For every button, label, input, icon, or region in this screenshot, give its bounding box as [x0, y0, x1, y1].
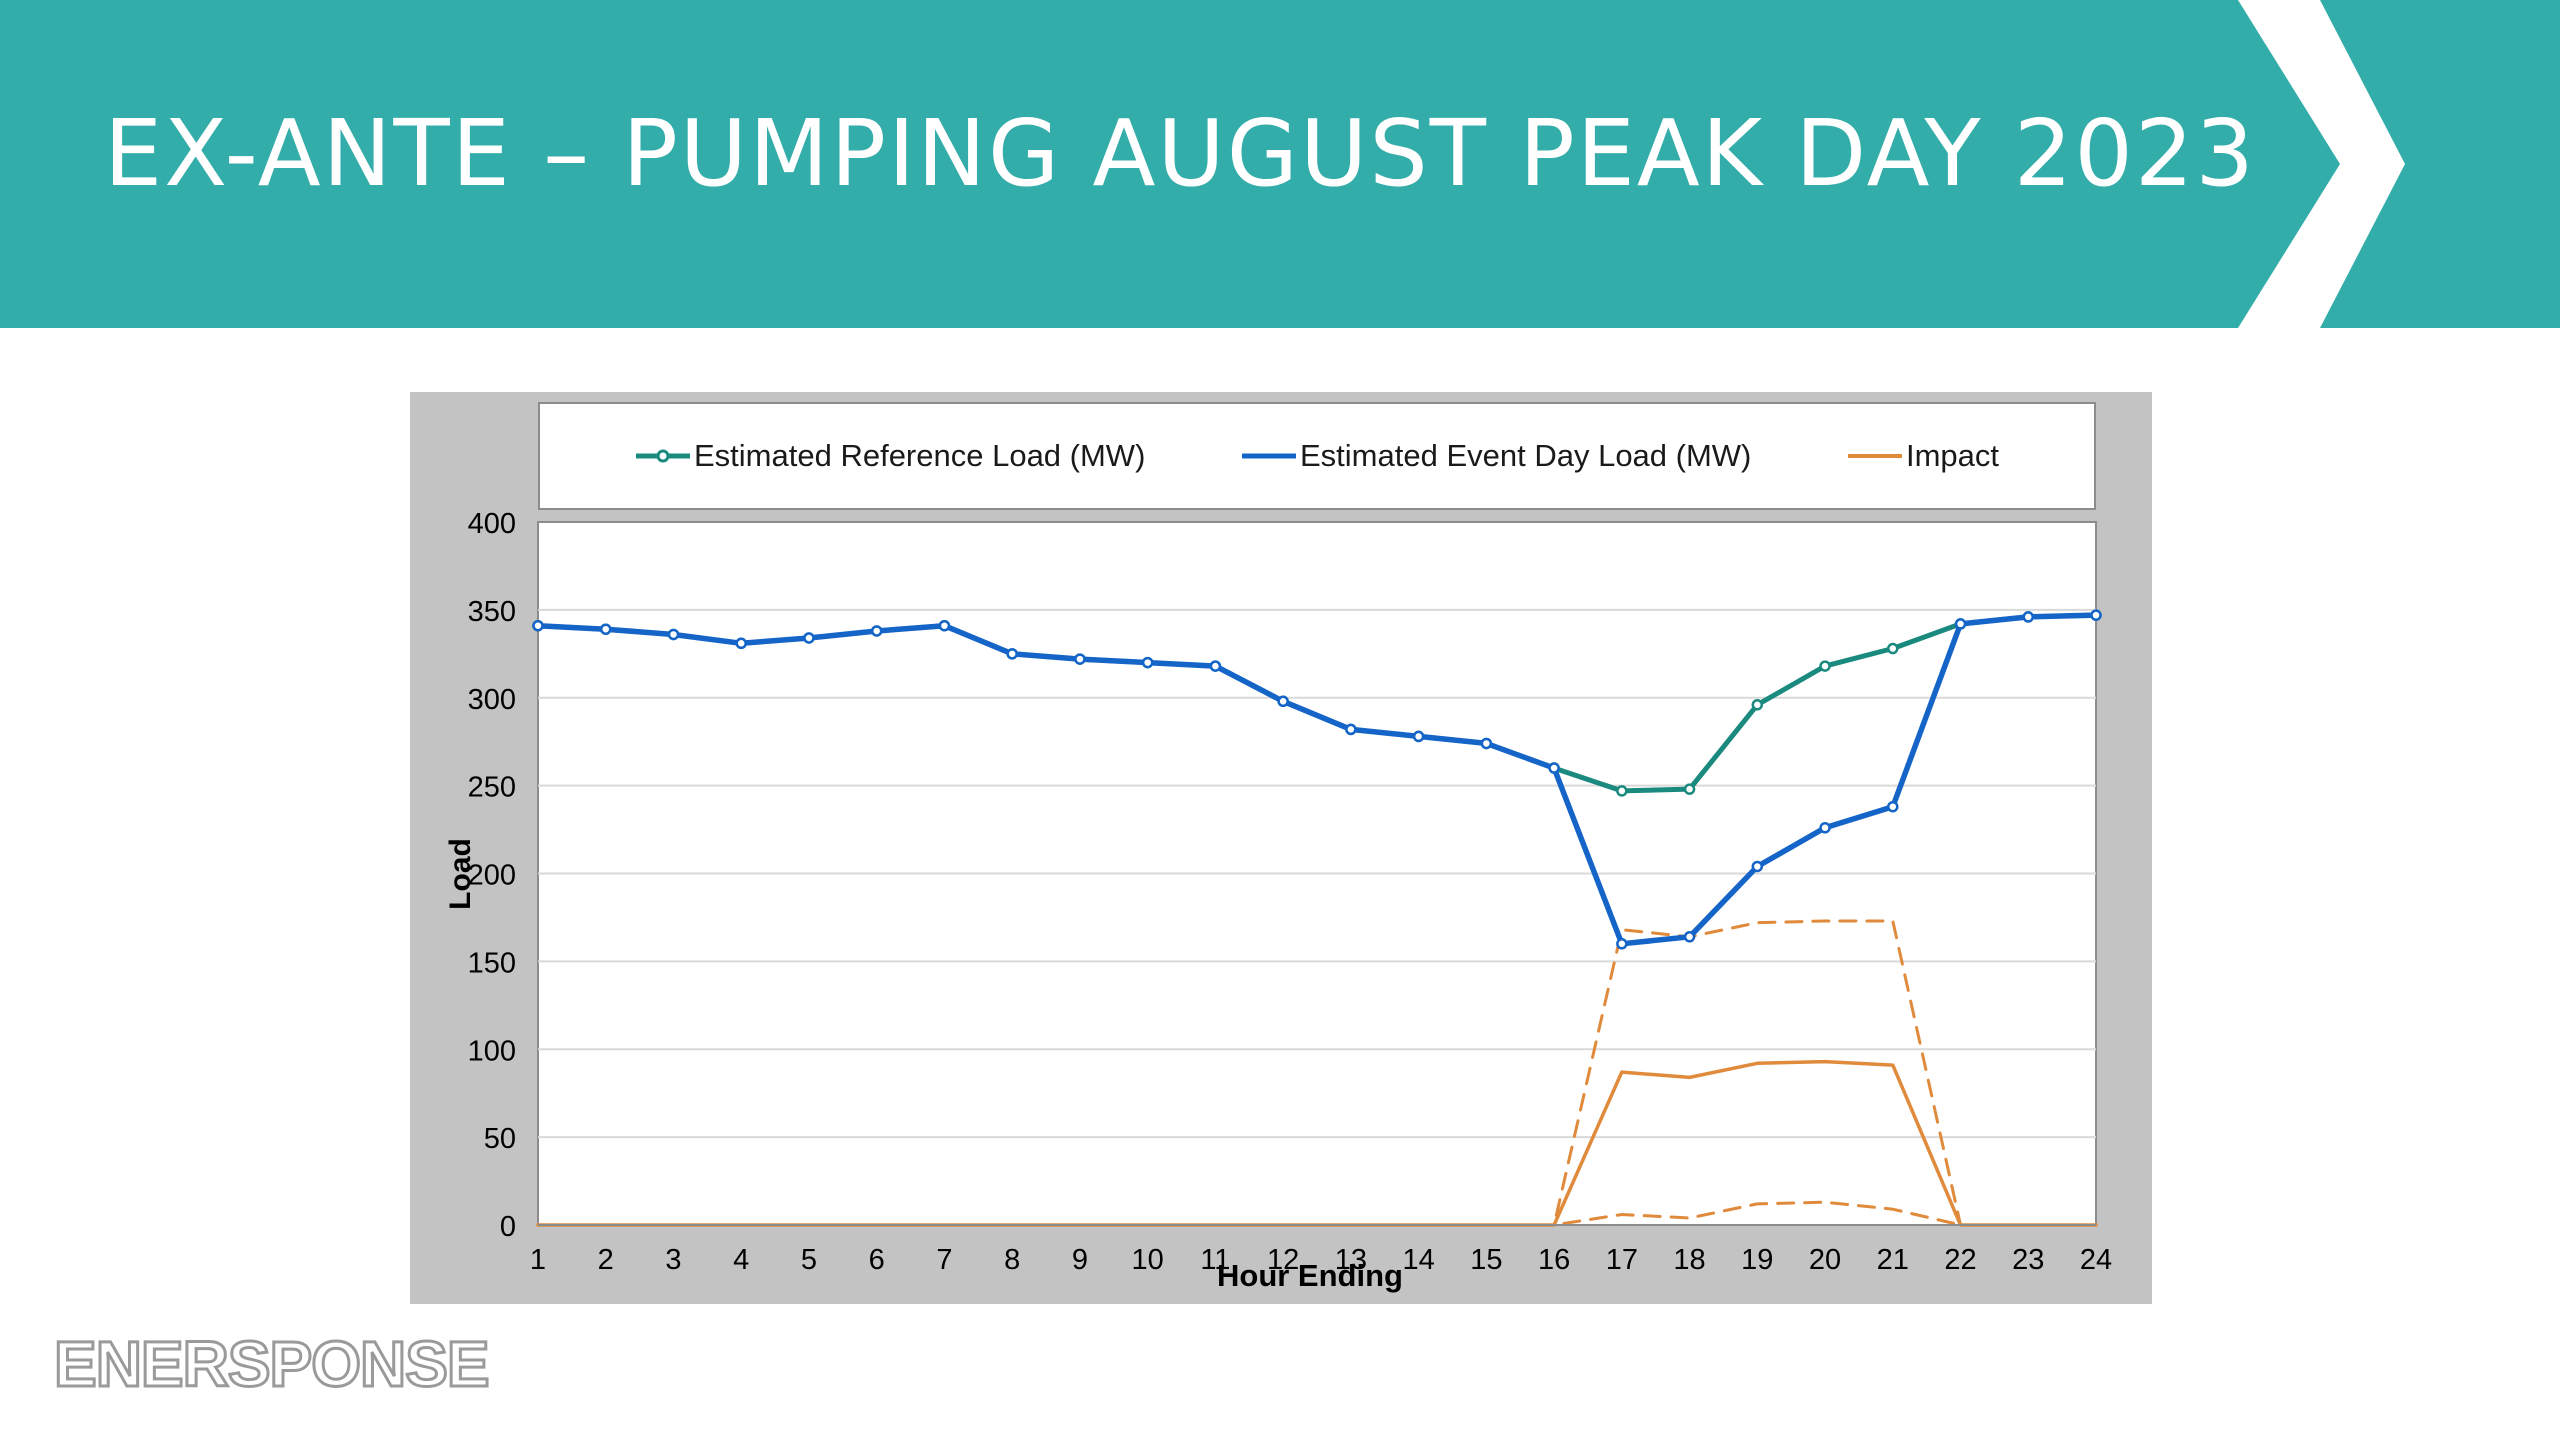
event-day-point-3	[667, 628, 680, 641]
x-tick-label: 12	[1267, 1244, 1299, 1276]
x-tick-label: 14	[1402, 1244, 1434, 1276]
event-day-point-14	[1412, 730, 1425, 743]
legend-label-impact: Impact	[1906, 438, 2000, 473]
event-day-point-1	[532, 619, 544, 632]
legend-swatch-reference	[636, 449, 690, 463]
legend-swatch-event-day	[1242, 453, 1296, 459]
x-tick-label: 6	[869, 1244, 885, 1276]
legend-item-impact: Impact	[1846, 404, 1999, 508]
chevron-banner-shape	[0, 0, 2560, 328]
event-day-point-9	[1074, 653, 1086, 665]
x-tick-label: 13	[1335, 1244, 1367, 1276]
x-tick-label: 3	[665, 1244, 681, 1276]
x-tick-label: 4	[733, 1244, 749, 1276]
event-day-point-12	[1277, 695, 1289, 708]
x-tick-label: 8	[1004, 1244, 1020, 1276]
reference-point-20	[1819, 660, 1831, 672]
y-tick-label: 100	[468, 1035, 516, 1067]
x-tick-label: 5	[801, 1244, 817, 1276]
x-tick-label: 23	[2012, 1244, 2044, 1276]
x-tick-label: 24	[2080, 1244, 2112, 1276]
x-tick-label: 9	[1072, 1244, 1088, 1276]
x-tick-label: 15	[1470, 1244, 1502, 1276]
event-day-point-6	[870, 625, 883, 637]
banner-main-chevron	[0, 0, 2340, 328]
legend-swatch-impact	[1848, 454, 1902, 458]
event-day-point-13	[1345, 723, 1357, 736]
y-tick-label: 200	[468, 860, 516, 892]
reference-point-18	[1683, 783, 1696, 795]
legend-label-event-day: Estimated Event Day Load (MW)	[1300, 438, 1752, 473]
x-tick-label: 11	[1200, 1244, 1230, 1276]
x-tick-label: 19	[1741, 1244, 1773, 1276]
grid-lines	[538, 608, 2096, 1139]
legend-item-reference: Estimated Reference Load (MW)	[634, 404, 1145, 508]
logo-wordmark: ENERSPONSE	[53, 1327, 492, 1402]
chart-panel: Estimated Reference Load (MW) Estimated …	[410, 392, 2152, 1304]
event-day-point-8	[1006, 648, 1018, 660]
event-day-point-21	[1887, 800, 1899, 813]
y-tick-label: 50	[484, 1123, 516, 1155]
legend-label-reference: Estimated Reference Load (MW)	[694, 438, 1146, 473]
event-day-point-22	[1954, 618, 1967, 630]
title-banner: EX-ANTE – PUMPING AUGUST PEAK DAY 2023	[0, 0, 2560, 328]
y-tick-label: 0	[500, 1211, 516, 1243]
reference-point-21	[1887, 642, 1899, 655]
series-layer	[532, 609, 2102, 1227]
chart-legend: Estimated Reference Load (MW) Estimated …	[538, 402, 2096, 510]
event-day-point-17	[1616, 938, 1628, 950]
company-logo: ENERSPONSE	[53, 1324, 492, 1404]
event-day-point-15	[1480, 737, 1493, 750]
slide-title: EX-ANTE – PUMPING AUGUST PEAK DAY 2023	[104, 100, 2256, 207]
y-tick-label: 300	[468, 684, 516, 716]
event-day-point-4	[735, 637, 747, 650]
x-tick-label: 10	[1132, 1244, 1164, 1276]
x-axis-label: Hour Ending	[1217, 1258, 1403, 1293]
y-tick-label: 150	[468, 947, 516, 979]
event-day-point-2	[599, 623, 612, 635]
reference-point-19	[1751, 699, 1764, 711]
event-day-point-16	[1548, 762, 1560, 774]
event-day-point-18	[1683, 931, 1696, 943]
event-day-point-5	[803, 632, 815, 644]
x-tick-label: 21	[1877, 1244, 1909, 1276]
legend-item-event-day: Estimated Event Day Load (MW)	[1240, 404, 1751, 508]
event-day-point-11	[1209, 660, 1222, 672]
event-day-point-23	[2022, 611, 2035, 623]
x-tick-label: 16	[1538, 1244, 1570, 1276]
event-day-load-line	[535, 612, 2099, 947]
event-day-point-19	[1751, 860, 1764, 873]
x-tick-label: 20	[1809, 1244, 1841, 1276]
y-tick-label: 250	[468, 772, 516, 804]
y-tick-label: 400	[468, 508, 516, 540]
x-tick-label: 2	[598, 1244, 614, 1276]
event-day-point-10	[1141, 656, 1154, 669]
event-day-point-7	[938, 619, 951, 632]
y-tick-label: 350	[468, 596, 516, 628]
y-axis-label: Load	[444, 838, 477, 910]
x-tick-label: 22	[1944, 1244, 1976, 1276]
reference-point-17	[1616, 785, 1628, 797]
banner-right-chevron	[2320, 0, 2560, 328]
x-tick-label: 7	[936, 1244, 952, 1276]
x-tick-label: 18	[1673, 1244, 1705, 1276]
x-tick-label: 1	[530, 1244, 546, 1276]
event-day-point-20	[1819, 822, 1831, 834]
x-tick-label: 17	[1606, 1244, 1638, 1276]
event-day-point-24	[2090, 609, 2102, 621]
